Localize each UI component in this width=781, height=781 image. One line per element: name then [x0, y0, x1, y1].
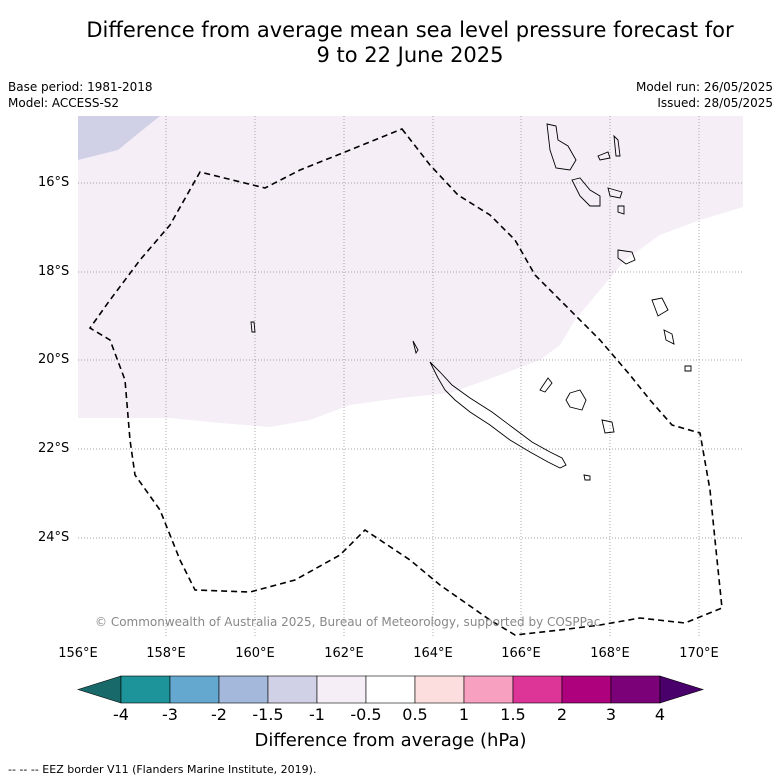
coast-ouvea	[539, 377, 553, 393]
coast-new-caledonia	[429, 361, 567, 469]
colorbar-segment	[218, 675, 269, 704]
chart-title: Difference from average mean sea level p…	[0, 18, 781, 68]
lon-label-160e: 160°E	[235, 646, 275, 661]
coast-efate	[617, 249, 636, 265]
coast-tanna	[663, 329, 675, 345]
coast-belep	[412, 340, 419, 355]
colorbar-tick: -4	[113, 705, 129, 724]
lat-label-18s: 18°S	[38, 264, 70, 279]
colorbar-tick: 4	[654, 705, 666, 724]
colorbar-tick: 0.5	[402, 705, 428, 724]
lat-label-24s: 24°S	[38, 530, 70, 545]
coast-ambae	[597, 151, 611, 161]
colorbar-tick: -1	[309, 705, 325, 724]
coast-maewo	[613, 134, 621, 157]
footer-eez-legend: -- -- -- EEZ border V11 (Flanders Marine…	[8, 763, 317, 776]
colorbar-segment	[365, 675, 416, 704]
model-run-text: Model run: 26/05/2025	[635, 80, 773, 94]
colorbar-tick: 2	[556, 705, 568, 724]
lon-label-164e: 164°E	[413, 646, 453, 661]
coast-espiritu-santo	[546, 123, 577, 171]
model-text: Model: ACCESS-S2	[8, 96, 120, 110]
colorbar-segment	[316, 675, 367, 704]
colorbar-segment	[414, 675, 465, 704]
colorbar-tick: -0.5	[350, 705, 382, 724]
colorbar-segment	[267, 675, 318, 704]
coast-erromango	[651, 297, 669, 317]
colorbar-tick: 1.5	[500, 705, 526, 724]
coast-isle-of-pines	[583, 474, 591, 481]
colorbar-segment	[169, 675, 220, 704]
meta-left: Base period: 1981-2018 Model: ACCESS-S2	[8, 79, 153, 111]
lon-label-166e: 166°E	[501, 646, 541, 661]
coast-chesterfield-reef	[250, 321, 256, 333]
lat-label-20s: 20°S	[38, 352, 70, 367]
colorbar-extend-high	[659, 675, 705, 704]
colorbar-tick: -1.5	[252, 705, 284, 724]
colorbar-segment	[463, 675, 514, 704]
coast-malakula	[571, 177, 601, 207]
colorbar-tick: -3	[162, 705, 178, 724]
anomaly-region-minus-1-5-to-minus-1	[78, 116, 160, 160]
colorbar-segment	[561, 675, 612, 704]
colorbar-segment	[610, 675, 661, 704]
coast-pentecost	[607, 187, 623, 199]
copyright-text: © Commonwealth of Australia 2025, Bureau…	[95, 615, 601, 629]
colorbar-tick: -2	[211, 705, 227, 724]
coastlines	[250, 123, 692, 481]
coast-aneityum	[684, 365, 692, 372]
lat-label-16s: 16°S	[38, 175, 70, 190]
colorbar-tick: 3	[605, 705, 617, 724]
lat-label-22s: 22°S	[38, 441, 70, 456]
base-period-text: Base period: 1981-2018	[8, 80, 153, 94]
colorbar	[76, 675, 705, 704]
colorbar-tick: 1	[458, 705, 470, 724]
title-line-2: 9 to 22 June 2025	[316, 43, 504, 67]
eez-border	[88, 128, 723, 636]
lon-label-156e: 156°E	[58, 646, 98, 661]
colorbar-segment	[512, 675, 563, 704]
anomaly-region-minus-1-to-minus-0-5	[78, 116, 743, 427]
colorbar-title: Difference from average (hPa)	[254, 730, 527, 751]
colorbar-extend-low	[76, 675, 122, 704]
colorbar-segment	[120, 675, 171, 704]
lon-label-168e: 168°E	[590, 646, 630, 661]
lon-label-170e: 170°E	[679, 646, 719, 661]
coast-mare	[601, 419, 615, 434]
lon-label-158e: 158°E	[146, 646, 186, 661]
coast-lifou	[565, 389, 587, 411]
lon-label-162e: 162°E	[324, 646, 364, 661]
coast-epi	[617, 205, 625, 215]
issued-text: Issued: 28/05/2025	[657, 96, 773, 110]
meta-right: Model run: 26/05/2025 Issued: 28/05/2025	[636, 79, 773, 111]
title-line-1: Difference from average mean sea level p…	[86, 18, 734, 42]
